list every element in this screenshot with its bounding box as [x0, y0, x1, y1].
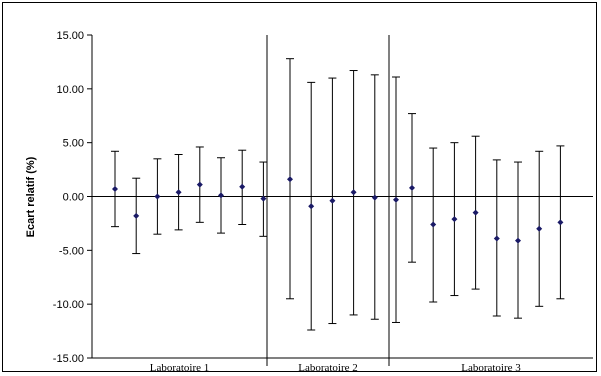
data-point — [196, 181, 203, 188]
points-layer — [112, 176, 564, 244]
x-category-label: Laboratoire 2 — [298, 362, 358, 374]
axes-layer: 15.00 10.00 5.00 0.00 -5.00 -10.00 -15.00 Labor… — [53, 30, 593, 374]
data-point — [472, 209, 479, 216]
data-point — [350, 189, 357, 196]
y-tick-label: 5.00 — [63, 138, 84, 150]
y-tick-label: 15.00 — [56, 30, 84, 42]
data-point — [154, 193, 161, 200]
y-tick-label: 0.00 — [63, 192, 84, 204]
data-point — [409, 184, 415, 191]
data-point — [308, 203, 315, 210]
y-tick-label: 10.00 — [56, 84, 84, 96]
x-category-label: Laboratoire 3 — [461, 362, 521, 374]
data-point — [557, 219, 564, 226]
data-point — [239, 183, 246, 190]
chart-frame — [2, 2, 597, 372]
data-point — [112, 185, 118, 192]
data-point — [218, 192, 224, 199]
data-point — [393, 196, 399, 203]
data-point — [515, 237, 521, 244]
y-tick-label: -5.00 — [59, 245, 84, 257]
y-tick-label: -10.00 — [53, 299, 84, 311]
data-point — [451, 216, 458, 223]
data-point — [430, 221, 437, 228]
y-axis-title: Ecart relatif (%) — [25, 156, 37, 237]
x-category-label: Laboratoire 1 — [150, 362, 210, 374]
data-point — [175, 189, 182, 196]
data-point — [133, 212, 140, 219]
data-point — [371, 194, 378, 201]
data-point — [493, 235, 500, 242]
y-tick-label: -15.00 — [53, 353, 84, 365]
data-point — [287, 176, 293, 183]
data-point — [536, 225, 543, 232]
data-point — [329, 197, 336, 204]
data-point — [260, 195, 267, 202]
